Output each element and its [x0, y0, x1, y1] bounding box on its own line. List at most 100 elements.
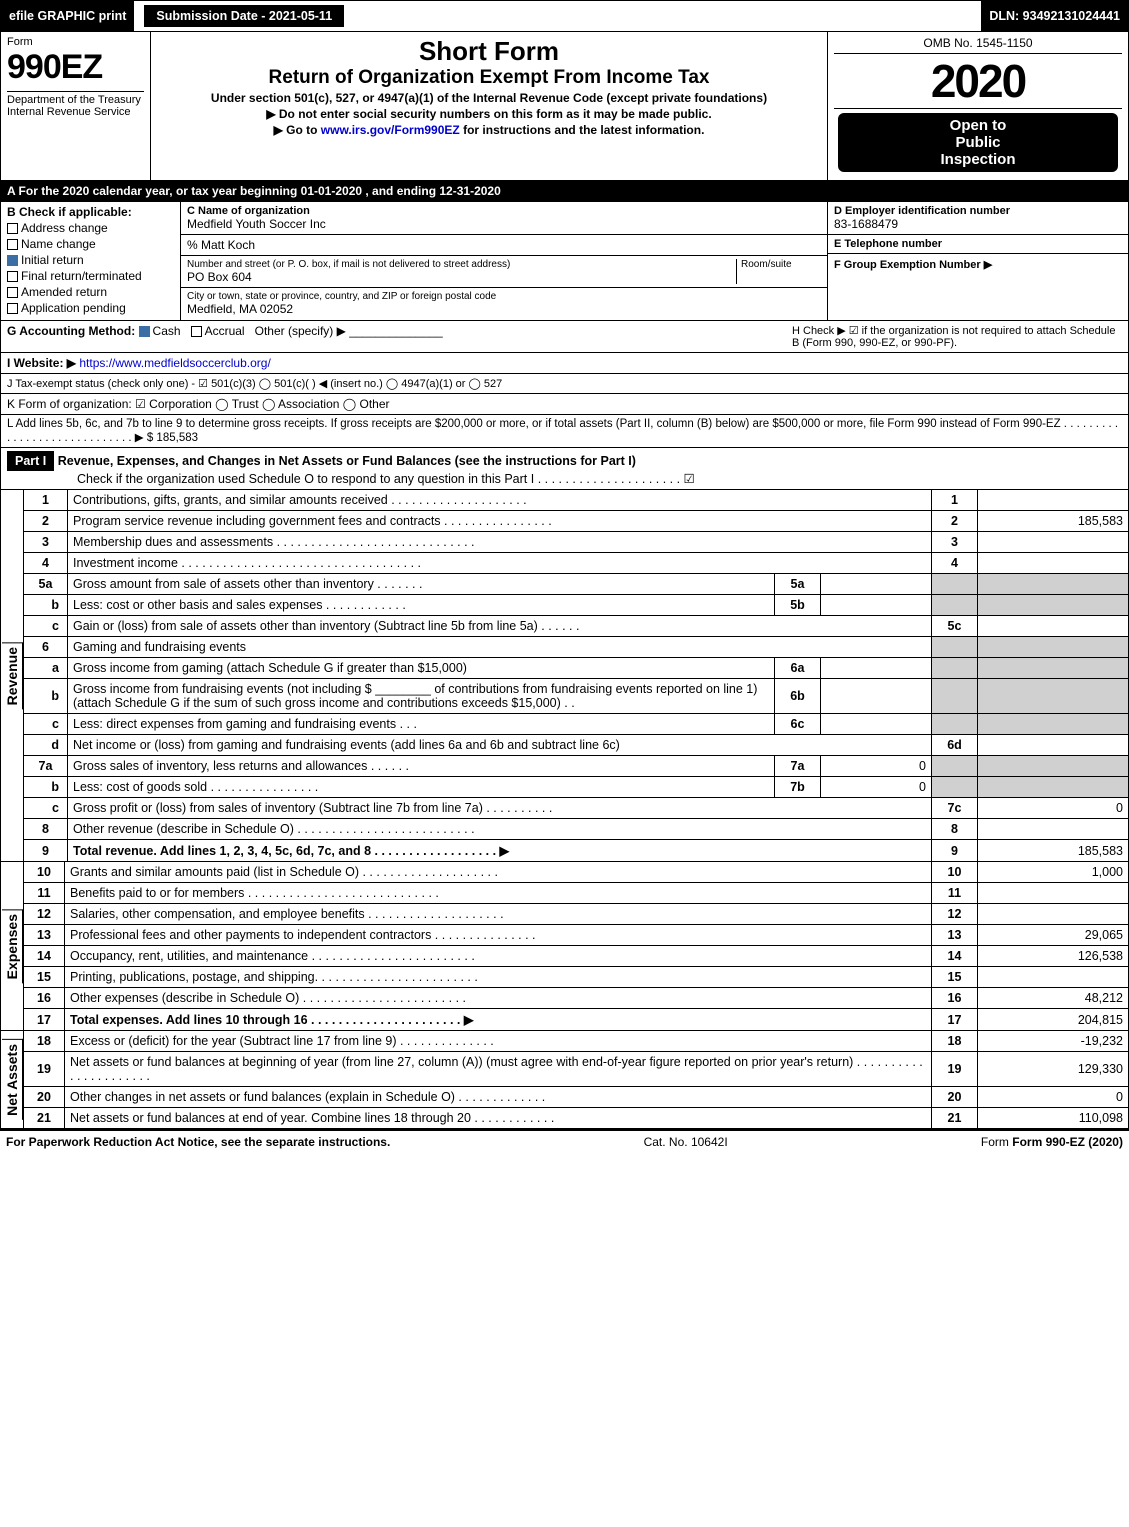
omb-number: OMB No. 1545-1150 — [834, 36, 1122, 54]
label-org-name: C Name of organization — [187, 205, 821, 217]
part1-header: Part I Revenue, Expenses, and Changes in… — [0, 448, 1129, 490]
line-6d: dNet income or (loss) from gaming and fu… — [24, 735, 1129, 756]
checkbox-label: Application pending — [21, 301, 126, 315]
section-c: C Name of organization Medfield Youth So… — [181, 202, 828, 320]
section-h: H Check ▶ ☑ if the organization is not r… — [792, 324, 1122, 349]
ein-value: 83-1688479 — [834, 217, 1122, 231]
line-18: 18Excess or (deficit) for the year (Subt… — [24, 1031, 1129, 1052]
room-suite: Room/suite — [736, 259, 821, 284]
section-b-heading: B Check if applicable: — [7, 205, 174, 219]
line-4: 4Investment income . . . . . . . . . . .… — [24, 553, 1129, 574]
dept-irs: Internal Revenue Service — [7, 106, 144, 118]
line-9: 9Total revenue. Add lines 1, 2, 3, 4, 5c… — [24, 840, 1129, 862]
revenue-vlabel: Revenue — [2, 642, 23, 709]
cash-checkbox[interactable] — [139, 326, 150, 337]
line-19: 19Net assets or fund balances at beginni… — [24, 1052, 1129, 1087]
checkbox-row: Address change — [7, 221, 174, 235]
header-left: Form 990EZ Department of the Treasury In… — [1, 32, 151, 180]
netassets-table: 18Excess or (deficit) for the year (Subt… — [23, 1031, 1129, 1129]
checkbox-row: Application pending — [7, 301, 174, 315]
line-14: 14Occupancy, rent, utilities, and mainte… — [24, 946, 1129, 967]
line-6b: bGross income from fundraising events (n… — [24, 679, 1129, 714]
org-name: Medfield Youth Soccer Inc — [187, 217, 821, 231]
expenses-vlabel: Expenses — [2, 909, 23, 983]
checkbox-row: Amended return — [7, 285, 174, 299]
address-block: Number and street (or P. O. box, if mail… — [181, 256, 827, 288]
spacer — [346, 1, 981, 31]
footer-right: Form Form 990-EZ (2020) — [981, 1135, 1123, 1149]
line-5c: cGain or (loss) from sale of assets othe… — [24, 616, 1129, 637]
revenue-section: Revenue 1Contributions, gifts, grants, a… — [0, 490, 1129, 862]
checkbox[interactable] — [7, 255, 18, 266]
accrual-label: Accrual — [205, 324, 245, 338]
line-5a: 5aGross amount from sale of assets other… — [24, 574, 1129, 595]
line-6c: cLess: direct expenses from gaming and f… — [24, 714, 1129, 735]
checkbox[interactable] — [7, 303, 18, 314]
header-center: Short Form Return of Organization Exempt… — [151, 32, 828, 180]
part1-title: Revenue, Expenses, and Changes in Net As… — [58, 454, 636, 468]
checkbox[interactable] — [7, 271, 18, 282]
form-word: Form — [7, 36, 144, 48]
accrual-checkbox[interactable] — [191, 326, 202, 337]
irs-link[interactable]: www.irs.gov/Form990EZ — [321, 123, 460, 137]
checkbox-label: Amended return — [21, 285, 107, 299]
title-return: Return of Organization Exempt From Incom… — [157, 67, 821, 89]
checkbox-row: Name change — [7, 237, 174, 251]
line-6a: aGross income from gaming (attach Schedu… — [24, 658, 1129, 679]
part1-check: Check if the organization used Schedule … — [7, 472, 695, 486]
efile-label: efile GRAPHIC print — [1, 1, 134, 31]
inspect-line1: Open to — [842, 117, 1114, 134]
checkbox-row: Initial return — [7, 253, 174, 267]
address: PO Box 604 — [187, 270, 736, 284]
label-group: F Group Exemption Number ▶ — [834, 259, 992, 271]
revenue-table: 1Contributions, gifts, grants, and simil… — [23, 490, 1129, 862]
checkbox-label: Address change — [21, 221, 108, 235]
inspection-badge: Open to Public Inspection — [838, 113, 1118, 172]
checkbox[interactable] — [7, 223, 18, 234]
label-ein: D Employer identification number — [834, 205, 1122, 217]
org-name-block: C Name of organization Medfield Youth So… — [181, 202, 827, 235]
goto-pre: ▶ Go to — [274, 123, 321, 137]
section-i: I Website: ▶ https://www.medfieldsoccerc… — [0, 353, 1129, 374]
city-block: City or town, state or province, country… — [181, 288, 827, 319]
inspect-line2: Public — [842, 134, 1114, 151]
netassets-vlabel: Net Assets — [2, 1039, 23, 1120]
dln-label: DLN: 93492131024441 — [981, 1, 1128, 31]
website-link[interactable]: https://www.medfieldsoccerclub.org/ — [79, 356, 270, 370]
line-6: 6Gaming and fundraising events — [24, 637, 1129, 658]
netassets-section: Net Assets 18Excess or (deficit) for the… — [0, 1031, 1129, 1129]
section-gh: G Accounting Method: Cash Accrual Other … — [0, 321, 1129, 353]
line-15: 15Printing, publications, postage, and s… — [24, 967, 1129, 988]
line-16: 16Other expenses (describe in Schedule O… — [24, 988, 1129, 1009]
line-2: 2Program service revenue including gover… — [24, 511, 1129, 532]
period-row: A For the 2020 calendar year, or tax yea… — [0, 181, 1129, 202]
line-7c: cGross profit or (loss) from sales of in… — [24, 798, 1129, 819]
form-number: 990EZ — [7, 48, 144, 87]
line-1: 1Contributions, gifts, grants, and simil… — [24, 490, 1129, 511]
line-7b: bLess: cost of goods sold . . . . . . . … — [24, 777, 1129, 798]
checkbox-label: Final return/terminated — [21, 269, 142, 283]
checkbox[interactable] — [7, 239, 18, 250]
dept-treasury: Department of the Treasury — [7, 91, 144, 106]
line-7a: 7aGross sales of inventory, less returns… — [24, 756, 1129, 777]
label-accounting: G Accounting Method: — [7, 324, 135, 338]
expenses-table: 10Grants and similar amounts paid (list … — [23, 862, 1129, 1031]
tax-year: 2020 — [834, 54, 1122, 109]
city: Medfield, MA 02052 — [187, 302, 821, 316]
checkbox[interactable] — [7, 287, 18, 298]
goto-post: for instructions and the latest informat… — [460, 123, 705, 137]
note-goto: ▶ Go to www.irs.gov/Form990EZ for instru… — [157, 123, 821, 137]
cash-label: Cash — [153, 324, 181, 338]
line-8: 8Other revenue (describe in Schedule O) … — [24, 819, 1129, 840]
section-l: L Add lines 5b, 6c, and 7b to line 9 to … — [0, 415, 1129, 448]
note-ssn: ▶ Do not enter social security numbers o… — [157, 107, 821, 121]
care-of: % Matt Koch — [187, 238, 821, 252]
info-grid: B Check if applicable: Address change Nam… — [0, 202, 1129, 321]
title-short-form: Short Form — [157, 36, 821, 67]
line-17: 17Total expenses. Add lines 10 through 1… — [24, 1009, 1129, 1031]
label-address: Number and street (or P. O. box, if mail… — [187, 259, 736, 270]
line-5b: bLess: cost or other basis and sales exp… — [24, 595, 1129, 616]
section-k: K Form of organization: ☑ Corporation ◯ … — [0, 394, 1129, 415]
part1-label: Part I — [7, 451, 54, 471]
section-def: D Employer identification number 83-1688… — [828, 202, 1128, 320]
